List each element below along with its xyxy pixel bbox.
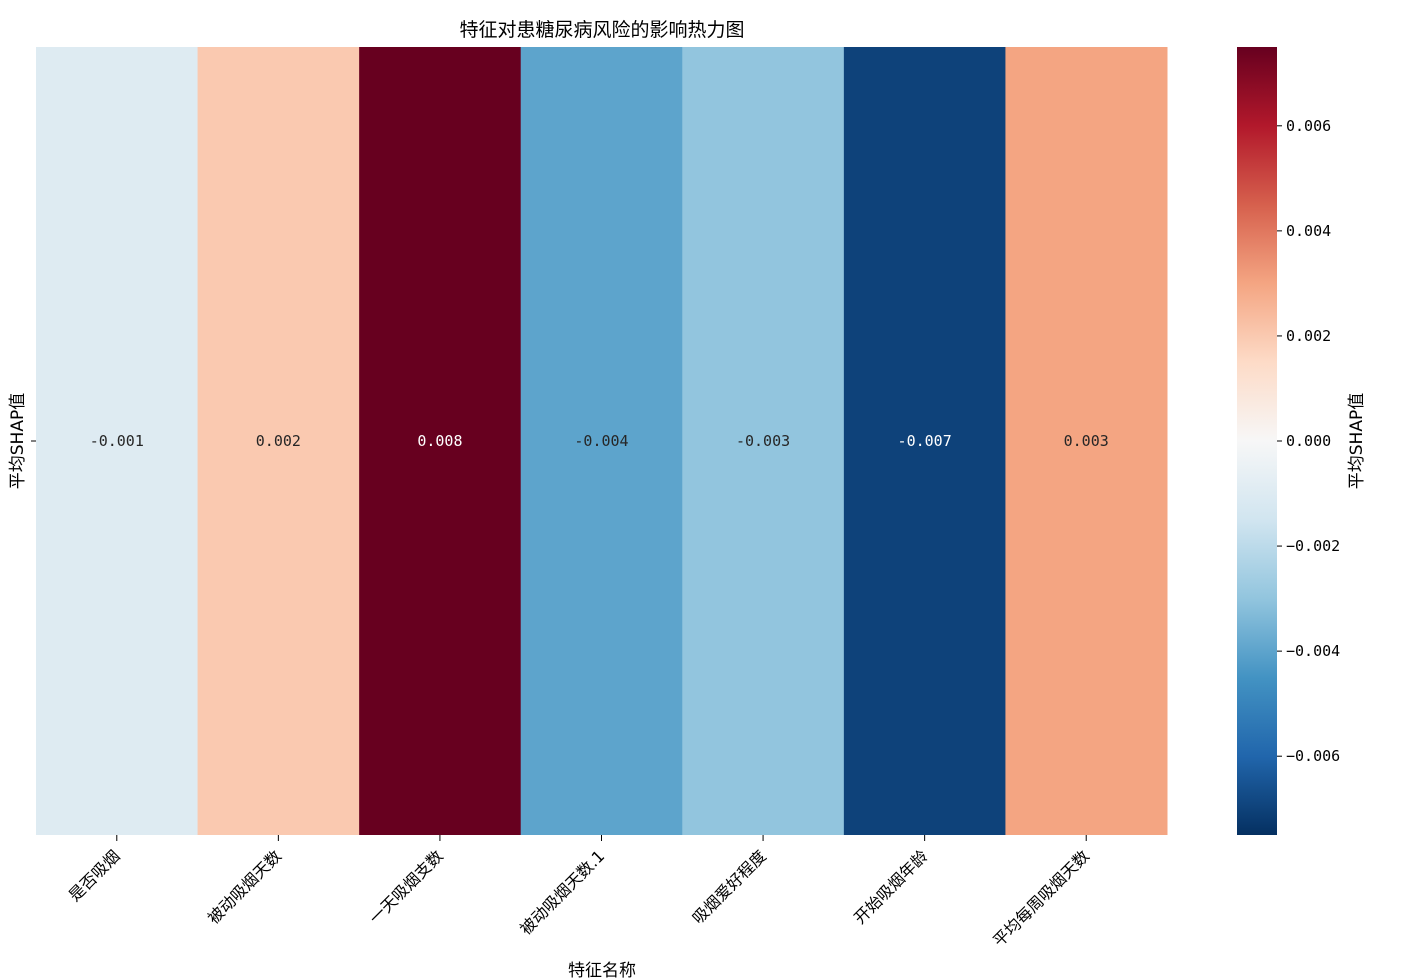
x-axis-label: 特征名称 — [568, 961, 636, 979]
heatmap-cells — [36, 47, 1168, 835]
colorbar-label: 平均SHAP值 — [1347, 393, 1367, 489]
colorbar-ticks: 0.006 0.004 0.002 0.000 −0.002 −0.004 −0.006 — [1277, 117, 1340, 765]
cell-value-label: 0.002 — [256, 432, 301, 450]
heatmap-cell — [843, 47, 1006, 835]
cell-value-label: 0.008 — [417, 432, 462, 450]
y-axis-label: 平均SHAP值 — [8, 393, 28, 489]
colorbar-tick-label: −0.004 — [1286, 642, 1340, 660]
x-axis-ticks: 是否吸烟 被动吸烟天数 一天吸烟支数 被动吸烟天数.1 吸烟爱好程度 开始吸烟年龄 平均每周… — [65, 835, 1093, 950]
colorbar-tick-label: −0.006 — [1286, 747, 1340, 765]
colorbar-tick-label: 0.006 — [1286, 117, 1331, 135]
x-tick-label: 是否吸烟 — [65, 846, 124, 905]
colorbar-tick-label: 0.002 — [1286, 327, 1331, 345]
colorbar-tick-label: 0.000 — [1286, 432, 1331, 450]
cell-value-label: -0.007 — [898, 432, 952, 450]
cell-value-label: 0.003 — [1064, 432, 1109, 450]
heatmap-cell — [197, 47, 360, 835]
heatmap-cell — [520, 47, 683, 835]
x-tick-label: 平均每周吸烟天数 — [989, 846, 1093, 950]
cell-value-labels: -0.001 0.002 0.008 -0.004 -0.003 -0.007 0.003 — [90, 432, 1109, 450]
x-tick-label: 吸烟爱好程度 — [689, 846, 770, 927]
heatmap-cell — [682, 47, 845, 835]
colorbar-tick-label: 0.004 — [1286, 222, 1331, 240]
x-tick-label: 被动吸烟天数 — [204, 846, 285, 927]
colorbar-tick-label: −0.002 — [1286, 537, 1340, 555]
heatmap-cell — [1005, 47, 1168, 835]
cell-value-label: -0.003 — [736, 432, 790, 450]
x-tick-label: 被动吸烟天数.1 — [516, 846, 608, 938]
heatmap-cell — [36, 47, 199, 835]
cell-value-label: -0.004 — [574, 432, 628, 450]
cell-value-label: -0.001 — [90, 432, 144, 450]
x-tick-label: 开始吸烟年龄 — [850, 846, 931, 927]
colorbar — [1237, 47, 1277, 835]
heatmap-cell — [359, 47, 522, 835]
chart-title: 特征对患糖尿病风险的影响热力图 — [459, 19, 744, 41]
x-tick-label: 一天吸烟支数 — [365, 846, 446, 927]
